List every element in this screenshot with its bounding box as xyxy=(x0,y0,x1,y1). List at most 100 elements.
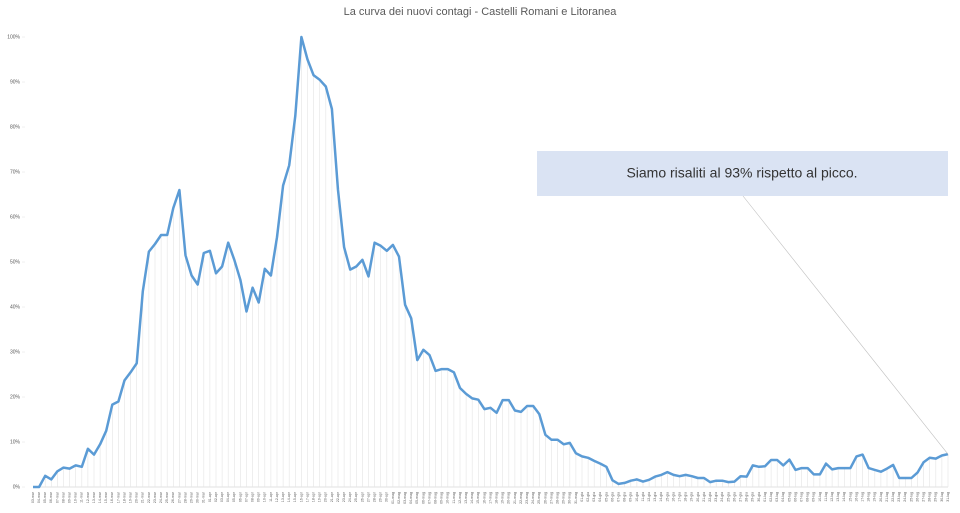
x-tick-label: 25-mag xyxy=(537,492,541,504)
x-tick-label: 21-apr xyxy=(330,491,334,502)
x-tick-label: 15-apr xyxy=(293,491,297,502)
x-tick-label: 18-mag xyxy=(495,492,499,504)
x-tick-label: 27-mar xyxy=(177,491,181,503)
x-tick-label: 29-mar xyxy=(190,491,194,503)
x-tick-label: 31-mar xyxy=(202,491,206,503)
x-tick-label: 02-apr xyxy=(214,491,218,502)
x-tick-label: 06-mag xyxy=(421,492,425,504)
x-tick-label: 08-lug xyxy=(806,492,810,502)
y-tick-label: 70% xyxy=(10,169,21,175)
x-tick-label: 01-apr xyxy=(208,491,212,502)
x-tick-label: 04-lug xyxy=(781,492,785,502)
x-tick-label: 23-lug xyxy=(897,492,901,502)
x-tick-label: 30-lug xyxy=(940,492,944,502)
x-tick-label: 06-apr xyxy=(238,491,242,502)
x-tick-label: 07-mag xyxy=(427,492,431,504)
x-tick-label: 21-giu xyxy=(702,492,706,502)
x-tick-label: 17-apr xyxy=(305,491,309,502)
annotation-box xyxy=(537,151,948,196)
y-tick-label: 30% xyxy=(10,349,21,355)
x-tick-label: 15-mar xyxy=(104,491,108,503)
x-tick-label: 20-mar xyxy=(135,491,139,503)
x-tick-label: 17-mag xyxy=(488,492,492,504)
x-tick-label: 28-giu xyxy=(745,492,749,502)
x-tick-label: 15-lug xyxy=(848,492,852,502)
y-tick-label: 20% xyxy=(10,394,21,400)
x-tick-label: 16-giu xyxy=(671,492,675,502)
x-tick-label: 26-apr xyxy=(360,491,364,502)
x-tick-label: 01-giu xyxy=(580,492,584,502)
x-tick-label: 07-giu xyxy=(617,492,621,502)
x-tick-label: 08-apr xyxy=(251,491,255,502)
x-tick-label: 10-mar xyxy=(74,491,78,503)
x-tick-label: 05-lug xyxy=(787,492,791,502)
x-tick-label: 06-giu xyxy=(610,492,614,502)
x-tick-label: 28-apr xyxy=(373,491,377,502)
x-tick-label: 01-lug xyxy=(763,492,767,502)
x-tick-label: 13-mag xyxy=(464,492,468,504)
y-tick-label: 40% xyxy=(10,304,21,310)
x-tick-label: 10-apr xyxy=(263,491,267,502)
x-tick-label: 09-mar xyxy=(68,491,72,503)
x-tick-label: 24-giu xyxy=(720,492,724,502)
x-tick-label: 30-giu xyxy=(757,492,761,502)
x-tick-label: 19-lug xyxy=(873,492,877,502)
x-tick-label: 22-mag xyxy=(519,492,523,504)
x-tick-label: 08-mag xyxy=(434,492,438,504)
x-tick-label: 04-giu xyxy=(598,492,602,502)
x-tick-label: 22-lug xyxy=(891,492,895,502)
x-tick-label: 29-mag xyxy=(562,492,566,504)
x-tick-label: 09-lug xyxy=(812,492,816,502)
x-tick-label: 09-mag xyxy=(440,492,444,504)
x-tick-label: 13-apr xyxy=(281,491,285,502)
x-tick-label: 20-apr xyxy=(324,491,328,502)
x-tick-label: 26-mag xyxy=(543,492,547,504)
x-tick-label: 13-giu xyxy=(653,492,657,502)
x-tick-label: 05-apr xyxy=(232,491,236,502)
x-tick-label: 24-lug xyxy=(903,492,907,502)
x-tick-label: 05-giu xyxy=(604,492,608,502)
x-tick-label: 10-lug xyxy=(818,492,822,502)
x-tick-label: 29-giu xyxy=(751,492,755,502)
x-tick-label: 24-apr xyxy=(348,491,352,502)
x-tick-label: 19-mar xyxy=(129,491,133,503)
x-tick-label: 17-giu xyxy=(678,492,682,502)
x-tick-label: 09-giu xyxy=(629,492,633,502)
x-tick-label: 07-mar xyxy=(55,491,59,503)
x-tick-label: 14-mag xyxy=(470,492,474,504)
x-tick-label: 28-lug xyxy=(928,492,932,502)
x-tick-label: 27-giu xyxy=(739,492,743,502)
x-tick-label: 16-mag xyxy=(482,492,486,504)
x-tick-label: 05-mag xyxy=(415,492,419,504)
x-tick-label: 28-mar xyxy=(183,491,187,503)
x-tick-label: 27-apr xyxy=(366,491,370,502)
x-tick-label: 14-giu xyxy=(659,492,663,502)
x-tick-label: 30-mar xyxy=(196,491,200,503)
x-tick-label: 15-giu xyxy=(665,492,669,502)
x-tick-label: 29-apr xyxy=(379,491,383,502)
x-tick-label: 16-apr xyxy=(299,491,303,502)
x-tick-label: 30-mag xyxy=(568,492,572,504)
x-tick-label: 11-apr xyxy=(269,491,273,502)
x-tick-label: 12-mar xyxy=(86,491,90,503)
y-tick-label: 90% xyxy=(10,79,21,85)
y-tick-label: 50% xyxy=(10,259,21,265)
x-tick-label: 25-mar xyxy=(165,491,169,503)
x-tick-label: 11-mar xyxy=(80,491,84,503)
y-tick-label: 10% xyxy=(10,439,21,445)
x-tick-label: 19-giu xyxy=(690,492,694,502)
x-tick-label: 03-mar xyxy=(31,491,35,503)
x-tick-label: 03-lug xyxy=(775,492,779,502)
x-tick-label: 14-apr xyxy=(287,491,291,502)
x-tick-label: 22-mar xyxy=(147,491,151,503)
x-tick-label: 21-mar xyxy=(141,491,145,503)
x-tick-label: 31-mag xyxy=(574,492,578,504)
x-tick-label: 11-lug xyxy=(824,492,828,502)
x-tick-label: 21-mag xyxy=(513,492,517,504)
x-tick-label: 12-mag xyxy=(458,492,462,504)
x-tick-label: 11-giu xyxy=(641,492,645,502)
line-series xyxy=(33,35,949,489)
x-tick-label: 16-mar xyxy=(110,491,114,503)
x-tick-label: 19-apr xyxy=(318,491,322,502)
x-tick-label: 08-giu xyxy=(623,492,627,502)
